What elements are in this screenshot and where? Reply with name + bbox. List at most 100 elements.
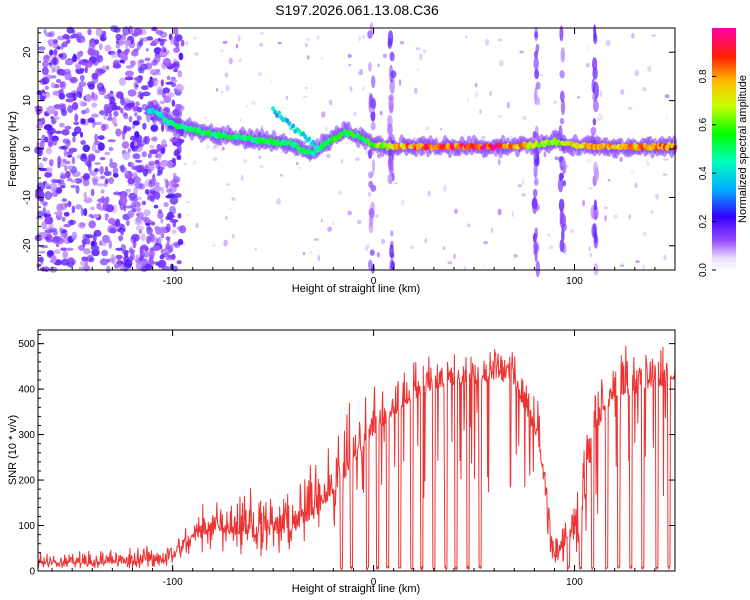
noise-speckle — [177, 105, 185, 111]
noise-speckle — [94, 168, 99, 173]
noise-speckle — [306, 55, 310, 60]
noise-speckle — [143, 219, 152, 224]
noise-speckle — [40, 197, 45, 202]
noise-speckle — [447, 261, 453, 265]
noise-speckle — [91, 102, 98, 108]
noise-speckle — [71, 55, 78, 63]
noise-speckle — [94, 133, 99, 143]
snr-ytick-label: 400 — [18, 385, 35, 396]
noise-speckle — [647, 161, 650, 166]
noise-speckle — [613, 214, 618, 219]
noise-speckle — [79, 74, 85, 82]
noise-speckle — [206, 144, 210, 150]
noise-speckle — [171, 229, 177, 235]
noise-speckle — [53, 116, 60, 120]
noise-speckle — [245, 104, 248, 108]
ridge-branch — [277, 110, 282, 116]
noise-speckle — [157, 236, 162, 246]
noise-speckle — [55, 243, 60, 248]
noise-speckle — [149, 144, 155, 149]
noise-speckle — [295, 161, 299, 166]
noise-speckle — [211, 244, 216, 247]
noise-speckle — [304, 86, 308, 90]
noise-speckle — [506, 101, 510, 109]
noise-speckle — [121, 141, 130, 149]
noise-speckle — [152, 72, 161, 76]
noise-speckle — [61, 198, 68, 202]
noise-speckle — [165, 223, 171, 233]
noise-speckle — [100, 189, 105, 194]
noise-speckle — [585, 62, 590, 68]
noise-speckle — [393, 182, 398, 185]
noise-speckle — [509, 135, 513, 140]
noise-speckle — [109, 162, 118, 169]
noise-speckle — [176, 35, 182, 42]
noise-speckle — [72, 136, 76, 143]
noise-speckle — [143, 251, 150, 258]
noise-speckle — [159, 31, 168, 38]
noise-speckle — [63, 148, 68, 157]
noise-speckle — [98, 43, 103, 51]
noise-speckle — [650, 210, 654, 214]
noise-speckle — [93, 229, 102, 237]
streak-blob — [369, 249, 375, 256]
noise-speckle — [90, 188, 95, 197]
noise-speckle — [171, 99, 176, 107]
noise-speckle — [71, 156, 76, 165]
noise-speckle — [70, 179, 78, 183]
noise-speckle — [82, 241, 86, 247]
streak-blob — [388, 164, 393, 174]
noise-speckle — [39, 140, 45, 148]
noise-speckle — [314, 238, 319, 241]
noise-speckle — [85, 93, 92, 103]
noise-speckle — [630, 170, 635, 175]
noise-speckle — [100, 175, 106, 180]
noise-speckle — [497, 158, 501, 166]
noise-speckle — [91, 144, 97, 152]
noise-speckle — [157, 259, 167, 268]
ridge-core — [538, 143, 543, 148]
noise-speckle — [223, 239, 228, 247]
noise-speckle — [58, 182, 66, 187]
noise-speckle — [135, 159, 143, 163]
noise-speckle — [104, 44, 112, 52]
noise-speckle — [51, 67, 55, 73]
noise-speckle — [137, 77, 142, 84]
noise-speckle — [169, 196, 179, 205]
streak-blob — [593, 99, 599, 113]
noise-speckle — [53, 249, 61, 254]
noise-speckle — [120, 164, 126, 173]
noise-speckle — [94, 149, 101, 154]
noise-speckle — [78, 266, 88, 271]
noise-speckle — [587, 44, 590, 52]
noise-speckle — [86, 254, 94, 263]
noise-speckle — [80, 207, 84, 217]
noise-speckle — [103, 170, 112, 177]
noise-speckle — [43, 124, 53, 131]
noise-speckle — [71, 29, 76, 35]
noise-speckle — [259, 43, 264, 47]
spec-xtick-label: -100 — [163, 276, 183, 287]
noise-speckle — [163, 201, 169, 208]
noise-speckle — [176, 226, 183, 231]
spec-ytick-label: 0 — [22, 146, 33, 152]
snr-panel: -100 0 100 0 100 200 300 400 500 Height of strai… — [7, 329, 676, 595]
noise-speckle — [76, 91, 83, 98]
noise-speckle — [453, 253, 456, 260]
noise-speckle — [93, 121, 103, 126]
noise-speckle — [40, 117, 46, 125]
noise-speckle — [61, 216, 66, 222]
noise-speckle — [148, 160, 156, 166]
noise-speckle — [78, 60, 85, 65]
noise-speckle — [260, 125, 263, 130]
noise-speckle — [110, 25, 119, 32]
noise-speckle — [48, 140, 54, 147]
noise-speckle — [165, 257, 173, 261]
noise-speckle — [123, 259, 133, 268]
noise-speckle — [186, 214, 190, 217]
noise-speckle — [302, 251, 306, 256]
noise-speckle — [148, 249, 155, 259]
noise-speckle — [111, 254, 115, 261]
noise-speckle — [554, 100, 557, 104]
noise-speckle — [53, 235, 62, 242]
